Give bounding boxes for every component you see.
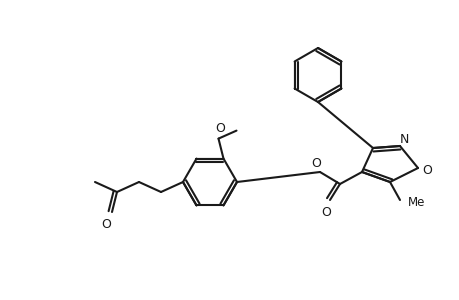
Text: N: N xyxy=(398,133,408,146)
Text: O: O xyxy=(101,218,111,230)
Text: O: O xyxy=(421,164,431,176)
Text: O: O xyxy=(215,122,225,135)
Text: O: O xyxy=(320,206,330,218)
Text: Me: Me xyxy=(407,196,425,209)
Text: O: O xyxy=(310,157,320,169)
